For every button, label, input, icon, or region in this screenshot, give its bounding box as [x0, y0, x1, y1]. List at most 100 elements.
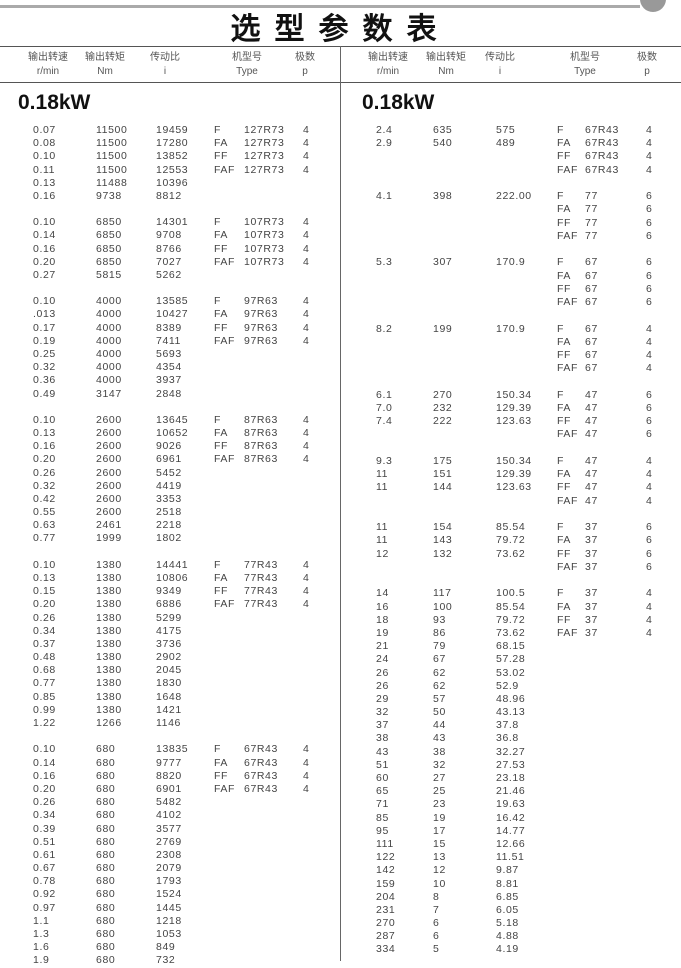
type-model: 97R63 — [244, 334, 278, 347]
output-torque: 680 — [96, 756, 116, 769]
ratio: 4175 — [156, 624, 182, 637]
poles: 6 — [646, 295, 653, 308]
output-speed: 0.61 — [33, 848, 56, 861]
power-label-left: 0.18kW — [18, 91, 91, 114]
output-speed: 11 — [376, 468, 389, 481]
header-cn: 机型号 — [570, 52, 600, 63]
output-torque: 1380 — [96, 677, 122, 690]
header-cn: 输出转矩 — [85, 52, 125, 63]
output-speed: 122 — [376, 851, 396, 864]
type-model: 47 — [585, 481, 598, 494]
ratio: 150.34 — [496, 388, 532, 401]
output-torque: 62 — [433, 679, 446, 692]
output-speed: 0.92 — [33, 888, 56, 901]
output-torque: 11500 — [96, 150, 128, 163]
output-speed: .013 — [33, 308, 56, 321]
header-cn: 机型号 — [232, 52, 262, 63]
output-speed: 0.10 — [33, 413, 56, 426]
ratio: 9349 — [156, 585, 182, 598]
ratio: 14.77 — [496, 824, 526, 837]
type-prefix: FF — [557, 415, 572, 428]
type-prefix: F — [214, 216, 222, 229]
type-prefix: FA — [557, 534, 572, 547]
output-speed: 16 — [376, 600, 389, 613]
type-model: 67R43 — [585, 163, 619, 176]
ratio: 2045 — [156, 664, 182, 677]
type-model: 87R63 — [244, 440, 278, 453]
ratio: 12553 — [156, 163, 189, 176]
type-prefix: FAF — [557, 560, 579, 573]
output-torque: 4000 — [96, 295, 122, 308]
type-prefix: FF — [557, 348, 572, 361]
output-speed: 0.17 — [33, 321, 56, 334]
header-cell: 传动比 i — [470, 51, 530, 79]
output-speed: 5.3 — [376, 256, 393, 269]
output-speed: 0.25 — [33, 347, 56, 360]
output-speed: 0.27 — [33, 268, 56, 281]
poles: 4 — [303, 782, 310, 795]
output-torque: 2600 — [96, 479, 122, 492]
ratio: 1146 — [156, 717, 181, 730]
header-cn: 输出转速 — [368, 52, 408, 63]
type-model: 67R43 — [244, 782, 278, 795]
output-torque: 117 — [433, 587, 452, 600]
ratio: 123.63 — [496, 481, 532, 494]
column-divider — [340, 46, 341, 961]
output-torque: 6850 — [96, 229, 122, 242]
output-torque: 4000 — [96, 374, 122, 387]
ratio: 8812 — [156, 189, 182, 202]
type-prefix: FAF — [557, 428, 579, 441]
type-model: 67R43 — [244, 769, 278, 782]
ratio: 3937 — [156, 374, 182, 387]
output-torque: 44 — [433, 719, 446, 732]
ratio: 10427 — [156, 308, 189, 321]
type-model: 67 — [585, 282, 598, 295]
output-speed: 0.10 — [33, 216, 56, 229]
type-prefix: FAF — [557, 494, 579, 507]
poles: 4 — [303, 426, 310, 439]
type-model: 77 — [585, 190, 598, 203]
output-speed: 142 — [376, 864, 396, 877]
output-speed: 0.07 — [33, 124, 56, 136]
type-prefix: F — [214, 558, 222, 571]
ratio: 489 — [496, 137, 516, 150]
output-torque: 680 — [96, 796, 116, 809]
type-model: 67 — [585, 269, 598, 282]
header-cn: 传动比 — [150, 52, 180, 63]
output-torque: 680 — [96, 914, 116, 927]
output-speed: 21 — [376, 640, 389, 653]
header-cell: 输出转速 r/min — [358, 51, 418, 79]
ratio: 129.39 — [496, 468, 532, 481]
type-model: 37 — [585, 600, 598, 613]
type-model: 97R63 — [244, 308, 278, 321]
ratio: 43.13 — [496, 706, 526, 719]
output-speed: 18 — [376, 613, 389, 626]
header-cell: 输出转速 r/min — [18, 51, 78, 79]
ratio: 13852 — [156, 150, 189, 163]
type-prefix: FAF — [557, 295, 579, 308]
output-torque: 6 — [433, 917, 440, 930]
output-speed: 111 — [376, 837, 394, 850]
poles: 4 — [646, 150, 653, 163]
output-speed: 0.10 — [33, 295, 56, 308]
output-speed: 19 — [376, 626, 389, 639]
type-model: 77R43 — [244, 598, 278, 611]
output-torque: 11488 — [96, 176, 128, 189]
output-speed: 0.10 — [33, 150, 56, 163]
type-model: 47 — [585, 468, 598, 481]
output-speed: 0.15 — [33, 585, 56, 598]
poles: 4 — [646, 322, 653, 335]
output-speed: 1.1 — [33, 914, 50, 927]
output-speed: 0.11 — [33, 163, 56, 176]
poles: 4 — [646, 494, 653, 507]
header-cn: 极数 — [295, 52, 315, 63]
type-prefix: FF — [214, 242, 229, 255]
output-torque: 2461 — [96, 519, 122, 532]
type-prefix: FF — [214, 585, 229, 598]
type-prefix: FF — [214, 150, 229, 163]
output-speed: 4.1 — [376, 190, 393, 203]
output-torque: 9738 — [96, 189, 122, 202]
header-unit: Nm — [438, 66, 454, 77]
poles: 4 — [303, 756, 310, 769]
output-torque: 8 — [433, 890, 440, 903]
